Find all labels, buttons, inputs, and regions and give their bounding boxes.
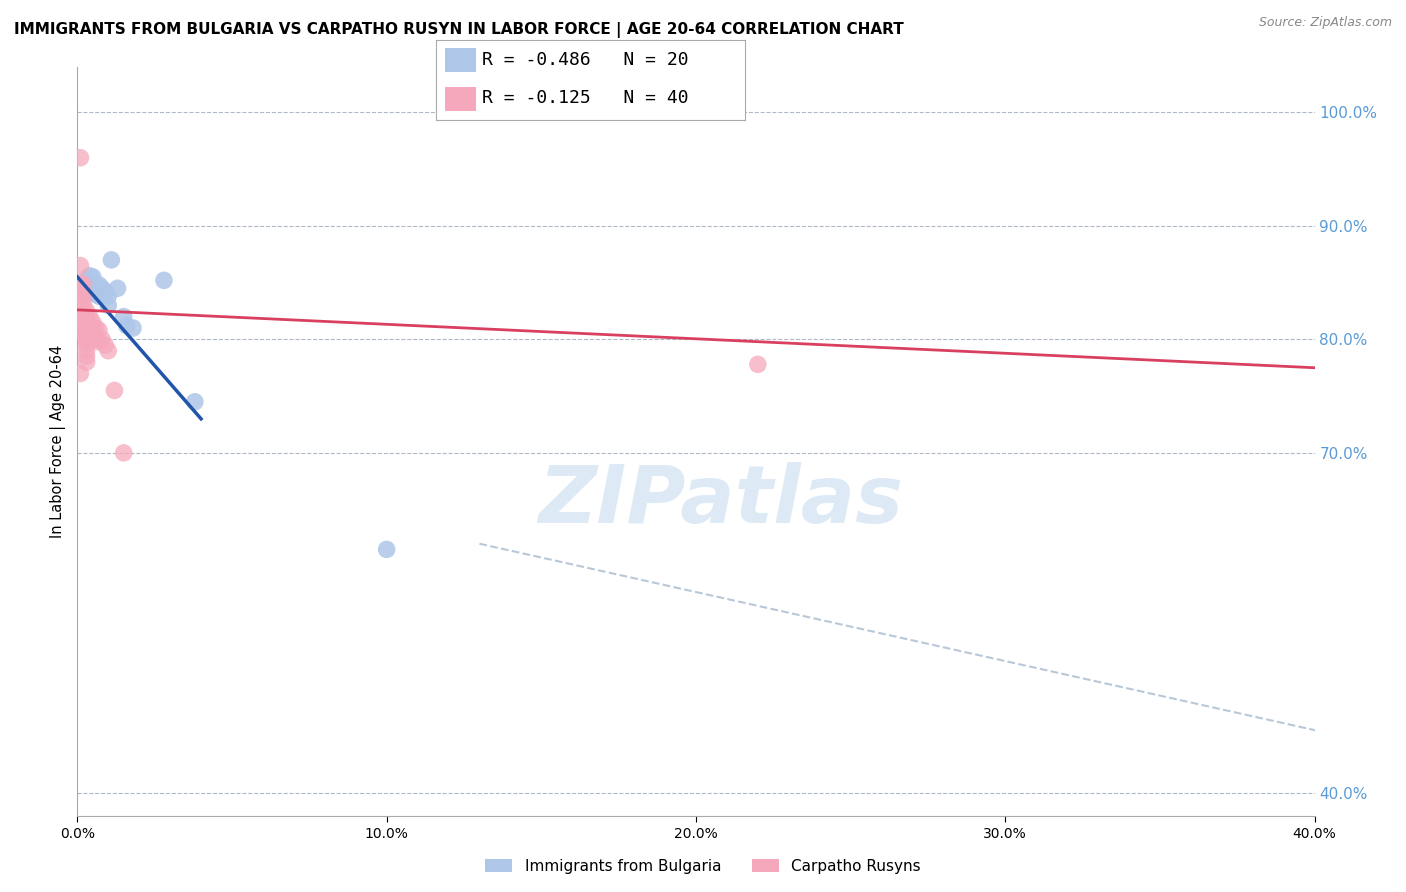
Point [72,304,94,318]
Point [76,323,98,337]
Point [72,296,94,310]
Point [76,334,98,349]
Point [72,315,94,329]
Point [97,343,120,358]
Point [76,315,98,329]
Point [82,269,104,284]
Point [76,338,98,352]
Point [94,338,117,352]
Text: Source: ZipAtlas.com: Source: ZipAtlas.com [1258,16,1392,29]
Point [69,367,91,381]
Bar [446,87,477,111]
Point [72,326,94,341]
Point [87,277,110,292]
Point [76,310,98,324]
Point [153,273,176,287]
Point [97,289,120,303]
Point [84,321,107,335]
Point [82,323,104,337]
Bar [446,48,477,72]
Point [87,323,110,337]
Point [84,287,107,301]
Text: IMMIGRANTS FROM BULGARIA VS CARPATHO RUSYN IN LABOR FORCE | AGE 20-64 CORRELATIO: IMMIGRANTS FROM BULGARIA VS CARPATHO RUS… [14,22,904,38]
Point [69,259,91,273]
Point [72,321,94,335]
Point [82,315,104,329]
Point [72,287,94,301]
Point [76,355,98,369]
Point [72,289,94,303]
Point [76,326,98,341]
Point [84,332,107,346]
Point [79,310,101,324]
Point [100,252,122,267]
Point [91,332,114,346]
Y-axis label: In Labor Force | Age 20-64: In Labor Force | Age 20-64 [51,345,66,538]
Point [115,318,138,333]
Point [76,273,98,287]
Point [87,334,110,349]
Point [747,357,769,371]
Point [112,310,135,324]
Point [79,268,101,283]
Point [76,350,98,364]
Text: R = -0.125   N = 40: R = -0.125 N = 40 [482,89,689,107]
Point [76,332,98,346]
Point [87,289,110,303]
Text: R = -0.486   N = 20: R = -0.486 N = 20 [482,51,689,69]
Point [76,321,98,335]
Point [79,332,101,346]
Point [94,285,117,299]
Point [103,384,125,398]
Point [97,298,120,312]
Point [91,281,114,295]
Point [107,281,129,295]
Point [76,343,98,358]
Point [375,542,398,557]
Text: ZIPatlas: ZIPatlas [538,462,903,541]
Point [69,276,91,290]
Point [82,277,104,292]
Point [76,287,98,301]
Point [72,310,94,324]
Point [79,321,101,335]
Point [69,151,91,165]
Point [76,304,98,318]
Point [72,277,94,292]
Legend: Immigrants from Bulgaria, Carpatho Rusyns: Immigrants from Bulgaria, Carpatho Rusyn… [479,853,927,880]
Point [184,394,207,409]
Point [122,321,145,335]
Point [112,446,135,460]
